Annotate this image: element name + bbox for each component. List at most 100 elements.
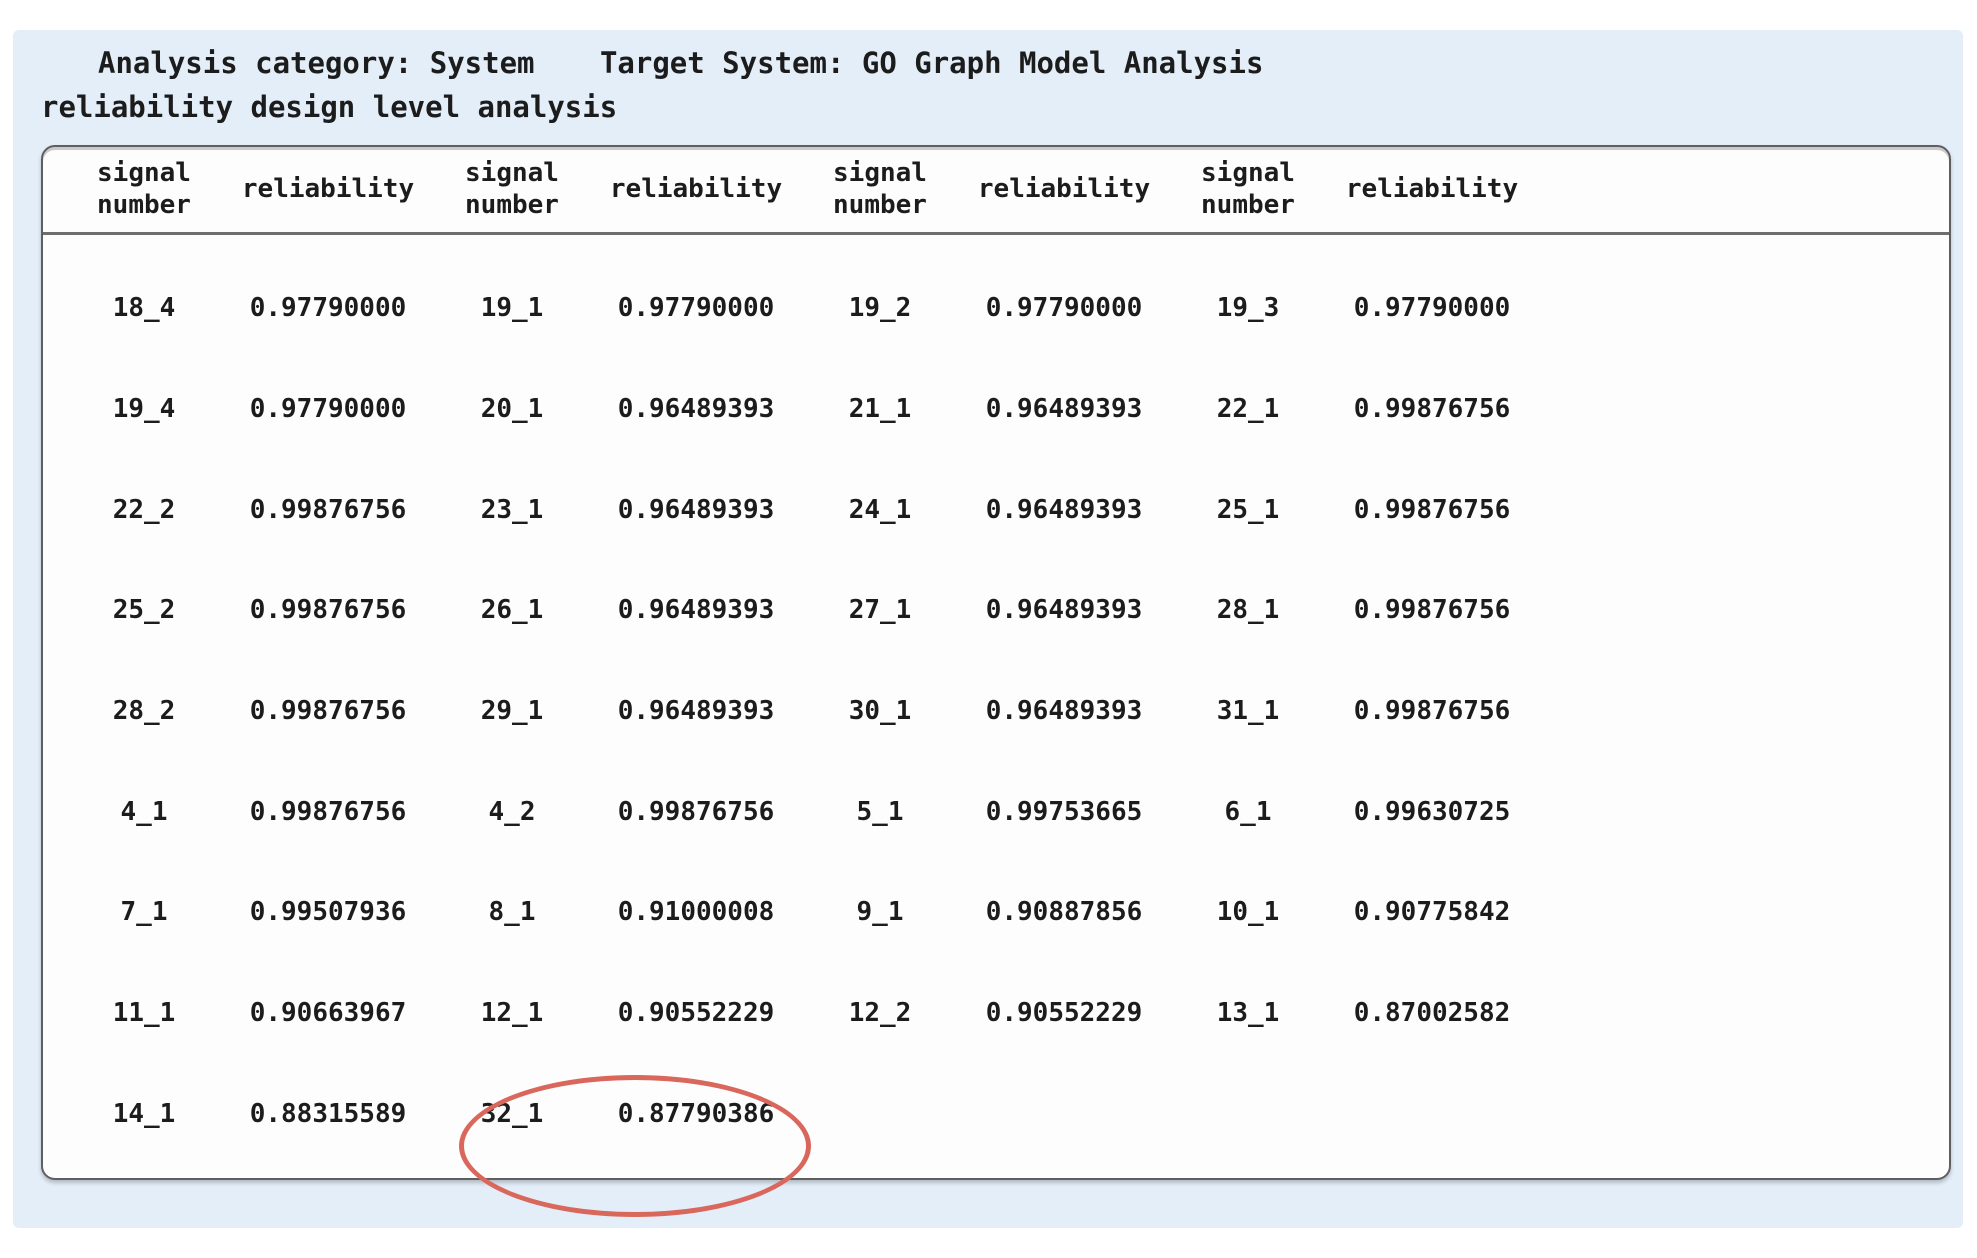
data-column-pair: 29_1 0.96489393 xyxy=(456,696,824,726)
data-column-pair: 8_1 0.91000008 xyxy=(456,897,824,927)
data-column-pair: 19_2 0.97790000 xyxy=(824,293,1192,323)
reliability-cell: 0.99876756 xyxy=(1353,696,1511,727)
reliability-cell: 0.99876756 xyxy=(1353,394,1511,424)
reliability-cell: 0.96489393 xyxy=(985,394,1143,424)
table-row: 19_4 0.97790000 20_1 0.96489393 21_1 0.964893… xyxy=(88,359,1949,460)
table-row: 11_1 0.90663967 12_1 0.90552229 12_2 0.905522… xyxy=(88,963,1949,1064)
reliability-header: reliability xyxy=(609,173,783,204)
reliability-cell: 0.97790000 xyxy=(985,293,1143,324)
header-column-pair: signal number reliability xyxy=(824,158,1192,220)
data-column-pair: 20_1 0.96489393 xyxy=(456,394,824,424)
signal-number-header: signal number xyxy=(1201,158,1295,220)
subtitle-text: reliability design level analysis xyxy=(41,90,618,124)
data-column-pair: 23_1 0.96489393 xyxy=(456,495,824,525)
data-column-pair: 12_1 0.90552229 xyxy=(456,998,824,1028)
reliability-cell: 0.97790000 xyxy=(617,293,775,324)
data-column-pair: 19_4 0.97790000 xyxy=(88,394,456,424)
reliability-cell: 0.88315589 xyxy=(249,1098,407,1129)
signal-number-cell: 19_3 xyxy=(1216,293,1280,324)
data-column-pair: 22_2 0.99876756 xyxy=(88,495,456,525)
reliability-cell: 0.90775842 xyxy=(1353,897,1511,928)
reliability-cell: 0.99876756 xyxy=(1353,494,1511,525)
data-column-pair: 13_1 0.87002582 xyxy=(1192,998,1560,1028)
signal-number-cell: 29_1 xyxy=(480,696,544,727)
reliability-cell: 0.90663967 xyxy=(249,998,407,1029)
signal-number-cell: 25_1 xyxy=(1216,494,1280,525)
header-column-pair: signal number reliability xyxy=(88,158,456,220)
reliability-cell: 0.87002582 xyxy=(1353,998,1511,1029)
reliability-cell: 0.87790386 xyxy=(617,1098,775,1129)
reliability-results-table: signal number reliability signal number rel… xyxy=(41,145,1951,1217)
data-column-pair: 4_1 0.99876756 xyxy=(88,797,456,827)
analysis-result-panel: Analysis category: System Target System:… xyxy=(13,30,1963,1228)
reliability-cell: 0.99876756 xyxy=(249,595,407,626)
signal-number-cell: 31_1 xyxy=(1216,696,1280,727)
signal-number-header: signal number xyxy=(465,158,559,220)
table-row: 4_1 0.99876756 4_2 0.99876756 5_1 0.99753665 6… xyxy=(88,761,1949,862)
signal-number-cell: 13_1 xyxy=(1216,998,1280,1029)
data-column-pair: 19_1 0.97790000 xyxy=(456,293,824,323)
signal-number-cell: 22_2 xyxy=(112,494,176,525)
signal-number-cell: 4_1 xyxy=(120,796,168,827)
signal-number-cell: 19_4 xyxy=(112,394,176,424)
reliability-cell: 0.96489393 xyxy=(617,696,775,727)
data-column-pair: 4_2 0.99876756 xyxy=(456,797,824,827)
data-column-pair: 14_1 0.88315589 xyxy=(88,1099,456,1129)
header-column-pair: signal number reliability xyxy=(456,158,824,220)
signal-number-cell: 27_1 xyxy=(848,595,912,626)
reliability-header: reliability xyxy=(1345,173,1519,204)
data-column-pair: 24_1 0.96489393 xyxy=(824,495,1192,525)
data-column-pair: 32_1 0.87790386 xyxy=(456,1099,824,1129)
data-column-pair: 26_1 0.96489393 xyxy=(456,595,824,625)
reliability-cell: 0.99753665 xyxy=(985,796,1143,827)
reliability-cell: 0.96489393 xyxy=(985,494,1143,525)
reliability-header: reliability xyxy=(977,173,1151,204)
data-column-pair: 19_3 0.97790000 xyxy=(1192,293,1560,323)
reliability-cell: 0.99630725 xyxy=(1353,796,1511,827)
signal-number-cell: 10_1 xyxy=(1216,897,1280,928)
reliability-cell: 0.90552229 xyxy=(617,998,775,1029)
signal-number-cell: 14_1 xyxy=(112,1098,176,1129)
table-row: 14_1 0.88315589 32_1 0.87790386 xyxy=(88,1063,1949,1164)
data-column-pair: 9_1 0.90887856 xyxy=(824,897,1192,927)
signal-number-header: signal number xyxy=(97,158,191,220)
data-column-pair: 18_4 0.97790000 xyxy=(88,293,456,323)
table-body: 18_4 0.97790000 19_1 0.97790000 19_2 0.977900… xyxy=(43,238,1949,1174)
reliability-cell: 0.99876756 xyxy=(249,696,407,727)
signal-number-cell: 30_1 xyxy=(848,696,912,727)
signal-number-header: signal number xyxy=(833,158,927,220)
analysis-category-text: Analysis category: System xyxy=(98,46,535,80)
signal-number-cell: 6_1 xyxy=(1224,796,1272,827)
data-column-pair: 7_1 0.99507936 xyxy=(88,897,456,927)
table-header-row: signal number reliability signal number rel… xyxy=(43,147,1949,235)
table-row: 25_2 0.99876756 26_1 0.96489393 27_1 0.964893… xyxy=(88,560,1949,661)
data-column-pair: 12_2 0.90552229 xyxy=(824,998,1192,1028)
reliability-cell: 0.91000008 xyxy=(617,897,775,928)
signal-number-cell: 12_2 xyxy=(848,998,912,1029)
data-column-pair: 25_2 0.99876756 xyxy=(88,595,456,625)
reliability-cell: 0.99876756 xyxy=(249,796,407,827)
data-column-pair: 22_1 0.99876756 xyxy=(1192,394,1560,424)
target-system-text: Target System: GO Graph Model Analysis xyxy=(599,46,1264,80)
table-row: 7_1 0.99507936 8_1 0.91000008 9_1 0.90887856 1… xyxy=(88,862,1949,963)
header-column-pair: signal number reliability xyxy=(1192,158,1560,220)
reliability-cell: 0.96489393 xyxy=(617,595,775,626)
signal-number-cell: 20_1 xyxy=(480,394,544,424)
table-row: 18_4 0.97790000 19_1 0.97790000 19_2 0.977900… xyxy=(88,258,1949,359)
signal-number-cell: 23_1 xyxy=(480,494,544,525)
data-column-pair: 6_1 0.99630725 xyxy=(1192,797,1560,827)
signal-number-cell: 18_4 xyxy=(112,293,176,324)
reliability-cell: 0.96489393 xyxy=(617,394,775,424)
table-row: 22_2 0.99876756 23_1 0.96489393 24_1 0.964893… xyxy=(88,459,1949,560)
reliability-cell: 0.96489393 xyxy=(985,696,1143,727)
table-row: 28_2 0.99876756 29_1 0.96489393 30_1 0.964893… xyxy=(88,661,1949,762)
signal-number-cell: 28_1 xyxy=(1216,595,1280,626)
reliability-header: reliability xyxy=(241,173,415,204)
signal-number-cell: 24_1 xyxy=(848,494,912,525)
signal-number-cell: 28_2 xyxy=(112,696,176,727)
reliability-cell: 0.99507936 xyxy=(249,897,407,928)
signal-number-cell: 9_1 xyxy=(856,897,904,928)
reliability-cell: 0.97790000 xyxy=(1353,293,1511,324)
data-column-pair: 30_1 0.96489393 xyxy=(824,696,1192,726)
